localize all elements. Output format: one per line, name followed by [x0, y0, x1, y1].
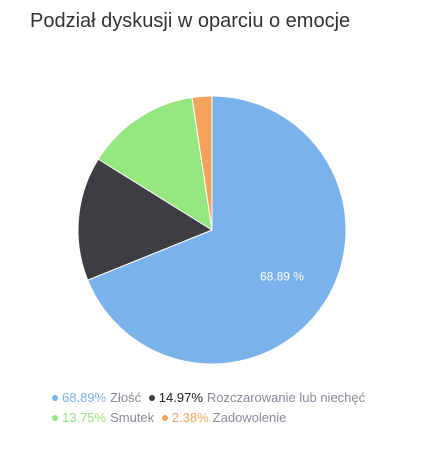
legend-item-zadowolenie[interactable]: 2.38% Zadowolenie [161, 410, 287, 425]
legend-label: Zadowolenie [212, 410, 287, 425]
legend-dot-icon [52, 394, 58, 401]
slice-data-label: 68.89 % [260, 269, 304, 283]
legend-percent: 13.75% [62, 410, 107, 425]
legend-item-rozczarowanie[interactable]: 14.97% Rozczarowanie lub niechęć [148, 390, 366, 405]
legend-label: Złość [110, 390, 142, 405]
legend-item-zlosc[interactable]: 68.89% Złość [52, 390, 145, 405]
legend-percent: 14.97% [158, 390, 203, 405]
legend-row: 68.89% Złość 14.97% Rozczarowanie lub niec… [52, 388, 369, 408]
legend-label: Smutek [110, 410, 155, 425]
legend-dot-icon [148, 394, 155, 401]
legend-row: 13.75% Smutek 2.38% Zadowolenie [52, 408, 369, 428]
pie-slice-rozczarowanie-lub-niechęć[interactable] [77, 158, 214, 281]
legend-dot-icon [52, 414, 58, 421]
legend-percent: 68.89% [62, 390, 107, 405]
legend-item-smutek[interactable]: 13.75% Smutek [52, 410, 158, 425]
legend-percent: 2.38% [171, 410, 209, 425]
pie-slice-złość[interactable] [87, 95, 347, 365]
chart-title: Podział dyskusji w oparciu o emocje [30, 10, 351, 32]
legend-label: Rozczarowanie lub niechęć [206, 390, 366, 405]
pie-slice-zadowolenie[interactable] [191, 95, 213, 231]
legend-dot-icon [161, 414, 168, 421]
chart-legend: 68.89% Złość 14.97% Rozczarowanie lub niec… [52, 388, 369, 428]
pie-slice-smutek[interactable] [97, 96, 213, 231]
